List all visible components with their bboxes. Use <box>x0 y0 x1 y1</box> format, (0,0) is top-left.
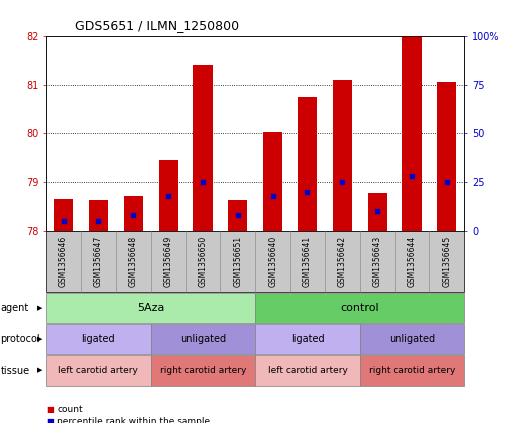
Bar <box>368 192 387 231</box>
Text: GSM1356649: GSM1356649 <box>164 236 172 287</box>
Bar <box>124 195 143 231</box>
Text: 5Aza: 5Aza <box>137 303 164 313</box>
Text: unligated: unligated <box>180 334 226 344</box>
Bar <box>298 97 317 231</box>
Bar <box>54 199 73 231</box>
Text: GSM1356642: GSM1356642 <box>338 236 347 287</box>
Text: GDS5651 / ILMN_1250800: GDS5651 / ILMN_1250800 <box>75 19 240 32</box>
Text: GSM1356647: GSM1356647 <box>94 236 103 287</box>
Text: ligated: ligated <box>291 334 324 344</box>
Bar <box>333 80 352 231</box>
Text: tissue: tissue <box>1 365 30 376</box>
Text: ■: ■ <box>46 404 54 414</box>
Bar <box>193 65 212 231</box>
Text: protocol: protocol <box>1 334 40 344</box>
Bar <box>263 132 282 231</box>
Text: GSM1356646: GSM1356646 <box>59 236 68 287</box>
Text: ■: ■ <box>46 417 54 423</box>
Text: GSM1356651: GSM1356651 <box>233 236 242 287</box>
Text: right carotid artery: right carotid artery <box>369 366 455 375</box>
Bar <box>159 160 177 231</box>
Bar <box>89 201 108 231</box>
Text: GSM1356641: GSM1356641 <box>303 236 312 287</box>
Text: left carotid artery: left carotid artery <box>268 366 347 375</box>
Text: GSM1356643: GSM1356643 <box>372 236 382 287</box>
Text: ligated: ligated <box>82 334 115 344</box>
Text: GSM1356650: GSM1356650 <box>199 236 207 287</box>
Bar <box>402 36 422 231</box>
Text: ▶: ▶ <box>37 336 42 342</box>
Text: agent: agent <box>1 303 29 313</box>
Text: count: count <box>57 404 83 414</box>
Text: GSM1356648: GSM1356648 <box>129 236 138 287</box>
Text: ▶: ▶ <box>37 305 42 311</box>
Text: unligated: unligated <box>389 334 435 344</box>
Text: GSM1356644: GSM1356644 <box>407 236 417 287</box>
Bar <box>228 201 247 231</box>
Text: GSM1356640: GSM1356640 <box>268 236 277 287</box>
Text: left carotid artery: left carotid artery <box>58 366 139 375</box>
Text: ▶: ▶ <box>37 368 42 374</box>
Bar <box>437 82 457 231</box>
Text: GSM1356645: GSM1356645 <box>442 236 451 287</box>
Text: right carotid artery: right carotid artery <box>160 366 246 375</box>
Text: percentile rank within the sample: percentile rank within the sample <box>57 417 210 423</box>
Text: control: control <box>341 303 379 313</box>
